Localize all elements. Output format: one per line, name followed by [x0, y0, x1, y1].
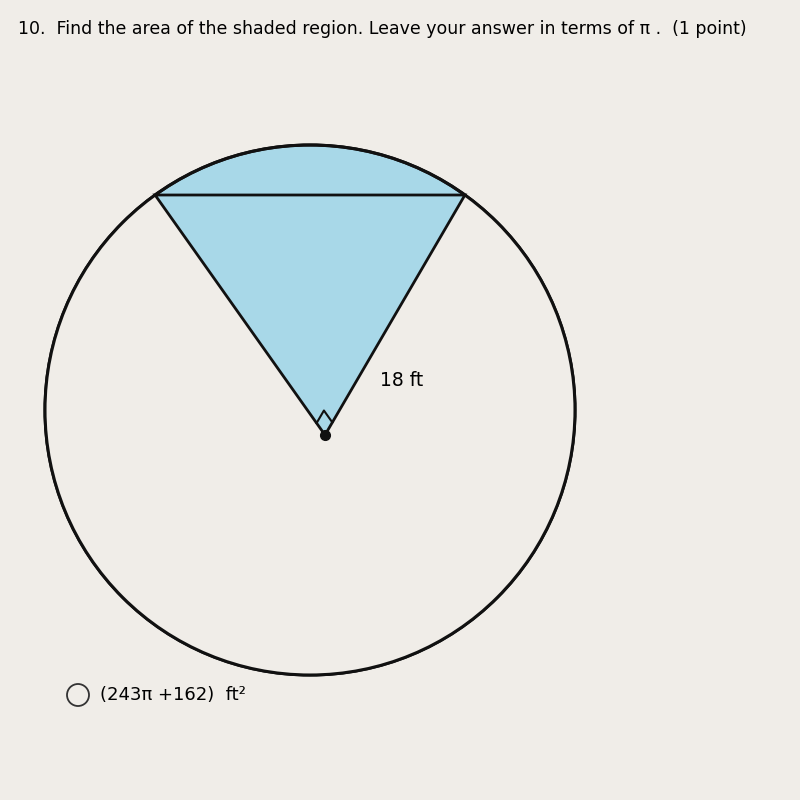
Polygon shape: [45, 195, 575, 675]
Text: 18 ft: 18 ft: [380, 370, 423, 390]
Text: 10.  Find the area of the shaded region. Leave your answer in terms of π .  (1 p: 10. Find the area of the shaded region. …: [18, 20, 746, 38]
Polygon shape: [155, 195, 465, 435]
Circle shape: [45, 145, 575, 675]
Text: (243π +162)  ft²: (243π +162) ft²: [100, 686, 246, 704]
